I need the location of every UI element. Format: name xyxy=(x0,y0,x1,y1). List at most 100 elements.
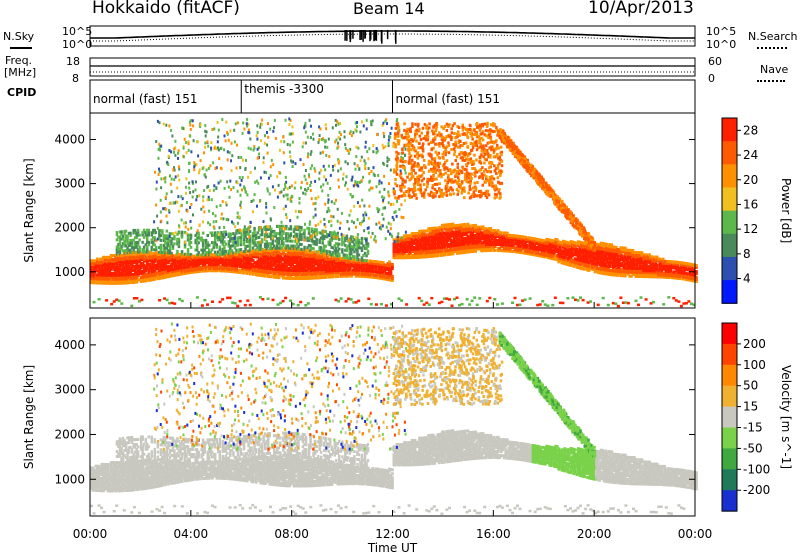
power-band-cell xyxy=(545,239,549,243)
power-band-cell xyxy=(253,249,257,253)
power-band-cell xyxy=(259,260,263,263)
power-band-cell xyxy=(542,245,545,249)
power-band-cell xyxy=(584,260,588,264)
power-band-cell xyxy=(307,266,311,270)
power-fringe-cell xyxy=(297,247,300,251)
power-band-cell xyxy=(115,257,119,261)
power-band-cell xyxy=(564,244,568,248)
power-band-cell xyxy=(545,247,549,251)
power-band-cell xyxy=(628,262,632,266)
power-band-cell xyxy=(564,242,568,246)
power-band-cell xyxy=(456,227,459,231)
power-band-cell xyxy=(397,254,400,258)
power-band-cell xyxy=(581,249,585,253)
power-band-cell xyxy=(558,258,562,262)
power-band-cell xyxy=(118,263,122,267)
power-band-cell xyxy=(188,263,192,267)
power-band-cell xyxy=(277,262,281,266)
power-band-cell xyxy=(454,240,458,243)
power-band-cell xyxy=(360,260,364,264)
power-band-cell xyxy=(383,275,387,279)
power-band-cell xyxy=(679,273,683,277)
power-band-cell xyxy=(274,250,278,253)
power-fringe-cell xyxy=(365,259,368,263)
power-band-cell xyxy=(499,243,503,247)
power-band-cell xyxy=(516,244,520,248)
power-band-cell xyxy=(434,234,438,238)
power-band-cell xyxy=(687,272,691,276)
power-band-cell xyxy=(274,271,278,275)
power-band-cell xyxy=(604,262,607,266)
power-band-cell xyxy=(619,264,623,268)
power-band-cell xyxy=(660,275,663,279)
power-fringe-cell xyxy=(118,235,122,239)
power-band-cell xyxy=(313,252,317,256)
power-band-cell xyxy=(177,265,181,268)
power-band-cell xyxy=(388,266,391,270)
power-band-cell xyxy=(539,246,542,250)
power-band-cell xyxy=(651,255,654,259)
power-fringe-cell xyxy=(271,230,274,233)
power-band-cell xyxy=(595,262,598,266)
power-band-cell xyxy=(459,223,462,227)
power-fringe-cell xyxy=(201,243,205,247)
power-band-cell xyxy=(209,259,213,263)
power-band-cell xyxy=(309,276,313,280)
power-band-cell xyxy=(295,275,299,278)
power-band-cell xyxy=(607,247,611,250)
power-band-cell xyxy=(292,255,296,259)
power-band-cell xyxy=(132,259,136,262)
power-band-cell xyxy=(434,236,438,240)
power-band-cell xyxy=(401,244,405,248)
power-fringe-cell xyxy=(221,235,225,239)
power-band-cell xyxy=(499,241,503,245)
power-band-cell xyxy=(327,265,331,269)
power-band-cell xyxy=(617,264,621,268)
power-fringe-cell xyxy=(195,246,199,250)
power-band-cell xyxy=(353,268,356,272)
power-band-cell xyxy=(475,243,479,247)
power-band-cell xyxy=(666,265,670,269)
power-band-cell xyxy=(316,262,320,266)
power-band-cell xyxy=(158,261,161,264)
power-band-cell xyxy=(525,251,529,255)
power-fringe-cell xyxy=(195,248,199,252)
power-band-cell xyxy=(528,252,532,256)
power-band-cell xyxy=(440,231,444,235)
power-fringe-cell xyxy=(330,253,333,257)
power-band-cell xyxy=(198,257,202,261)
power-fringe-cell xyxy=(208,250,211,254)
power-band-cell xyxy=(188,261,192,265)
power-band-cell xyxy=(313,262,317,266)
power-band-cell xyxy=(161,272,164,276)
power-band-cell xyxy=(392,248,396,252)
power-band-cell xyxy=(177,269,181,272)
power-band-cell xyxy=(310,272,314,276)
power-band-cell xyxy=(428,249,432,252)
power-band-cell xyxy=(436,236,440,240)
power-band-cell xyxy=(294,277,297,280)
power-band-cell xyxy=(135,276,139,280)
power-band-cell xyxy=(466,238,470,242)
power-fringe-cell xyxy=(204,246,208,250)
power-band-cell xyxy=(114,277,117,281)
power-band-cell xyxy=(442,237,446,241)
power-band-cell xyxy=(97,275,101,279)
power-band-cell xyxy=(118,259,122,263)
power-band-cell xyxy=(374,262,378,266)
power-band-cell xyxy=(191,254,195,258)
power-band-cell xyxy=(437,238,441,242)
power-band-cell xyxy=(139,270,143,273)
power-band-cell xyxy=(174,257,178,261)
power-band-cell xyxy=(220,269,223,273)
power-band-cell xyxy=(601,251,604,255)
power-band-cell xyxy=(410,234,414,238)
power-band-cell xyxy=(111,281,114,285)
power-fringe-cell xyxy=(177,245,181,249)
power-band-cell xyxy=(170,258,173,262)
power-fringe-cell xyxy=(322,249,326,253)
power-band-cell xyxy=(633,251,636,254)
power-band-cell xyxy=(460,243,464,247)
power-band-cell xyxy=(318,276,322,280)
